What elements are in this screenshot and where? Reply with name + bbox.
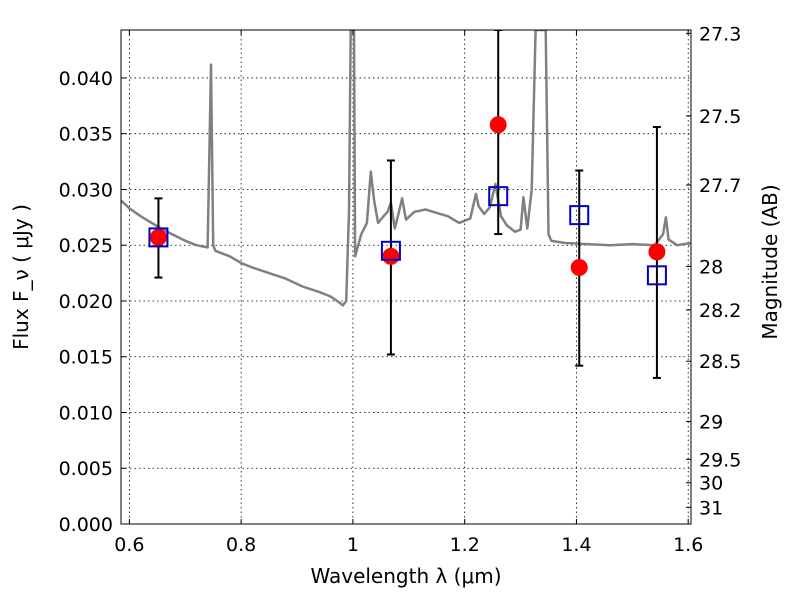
right-axis-label: Magnitude (AB): [758, 184, 782, 339]
observed-flux-point: [149, 228, 167, 246]
x-tick-label: 1.2: [450, 534, 480, 556]
tick-layer: 0.6 0.8 1 1.2 1.4 1.6 0.000 0.005 0.010 0.015 0.02…: [59, 23, 742, 556]
x-tick-label: 1: [347, 534, 359, 556]
model-flux-square: [380, 240, 401, 261]
right-tick-label: 27.3: [699, 23, 741, 45]
right-tick-label: 29: [699, 411, 723, 433]
right-tick-label: 29.5: [699, 449, 741, 471]
x-tick-label: 0.8: [226, 534, 256, 556]
right-tick-label: 28: [699, 256, 723, 278]
data-layer: [121, 30, 691, 379]
spectrum-line: [121, 30, 691, 307]
plot-frame: [120, 29, 692, 525]
right-tick-label: 28.2: [699, 300, 741, 322]
grid-layer: [121, 30, 691, 525]
y-tick-label: 0.005: [59, 458, 113, 480]
model-flux-square: [148, 227, 169, 248]
model-flux-square: [646, 265, 667, 286]
observed-flux-point: [570, 259, 588, 277]
model-flux-square: [488, 186, 509, 207]
y-tick-label: 0.030: [59, 179, 113, 201]
y-tick-label: 0.040: [59, 68, 113, 90]
y-tick-label: 0.035: [59, 124, 113, 146]
observed-flux-point: [648, 243, 666, 261]
right-tick-label: 31: [699, 497, 723, 519]
y-tick-label: 0.015: [59, 347, 113, 369]
y-axis-label: Flux F_ν ( μJy ): [9, 204, 33, 350]
x-tick-label: 1.4: [561, 534, 591, 556]
right-tick-label: 30: [699, 473, 723, 495]
y-tick-label: 0.010: [59, 402, 113, 424]
x-axis-label: Wavelength λ (μm): [310, 564, 501, 588]
right-tick-label: 27.7: [699, 175, 741, 197]
right-tick-label: 28.5: [699, 351, 741, 373]
observed-flux-point: [382, 247, 400, 265]
x-tick-label: 1.6: [673, 534, 703, 556]
y-tick-label: 0.020: [59, 291, 113, 313]
right-tick-label: 27.5: [699, 106, 741, 128]
y-tick-label: 0.000: [59, 514, 113, 536]
x-tick-label: 0.6: [114, 534, 144, 556]
y-tick-label: 0.025: [59, 235, 113, 257]
observed-flux-point: [489, 116, 507, 134]
model-flux-square: [569, 205, 590, 226]
